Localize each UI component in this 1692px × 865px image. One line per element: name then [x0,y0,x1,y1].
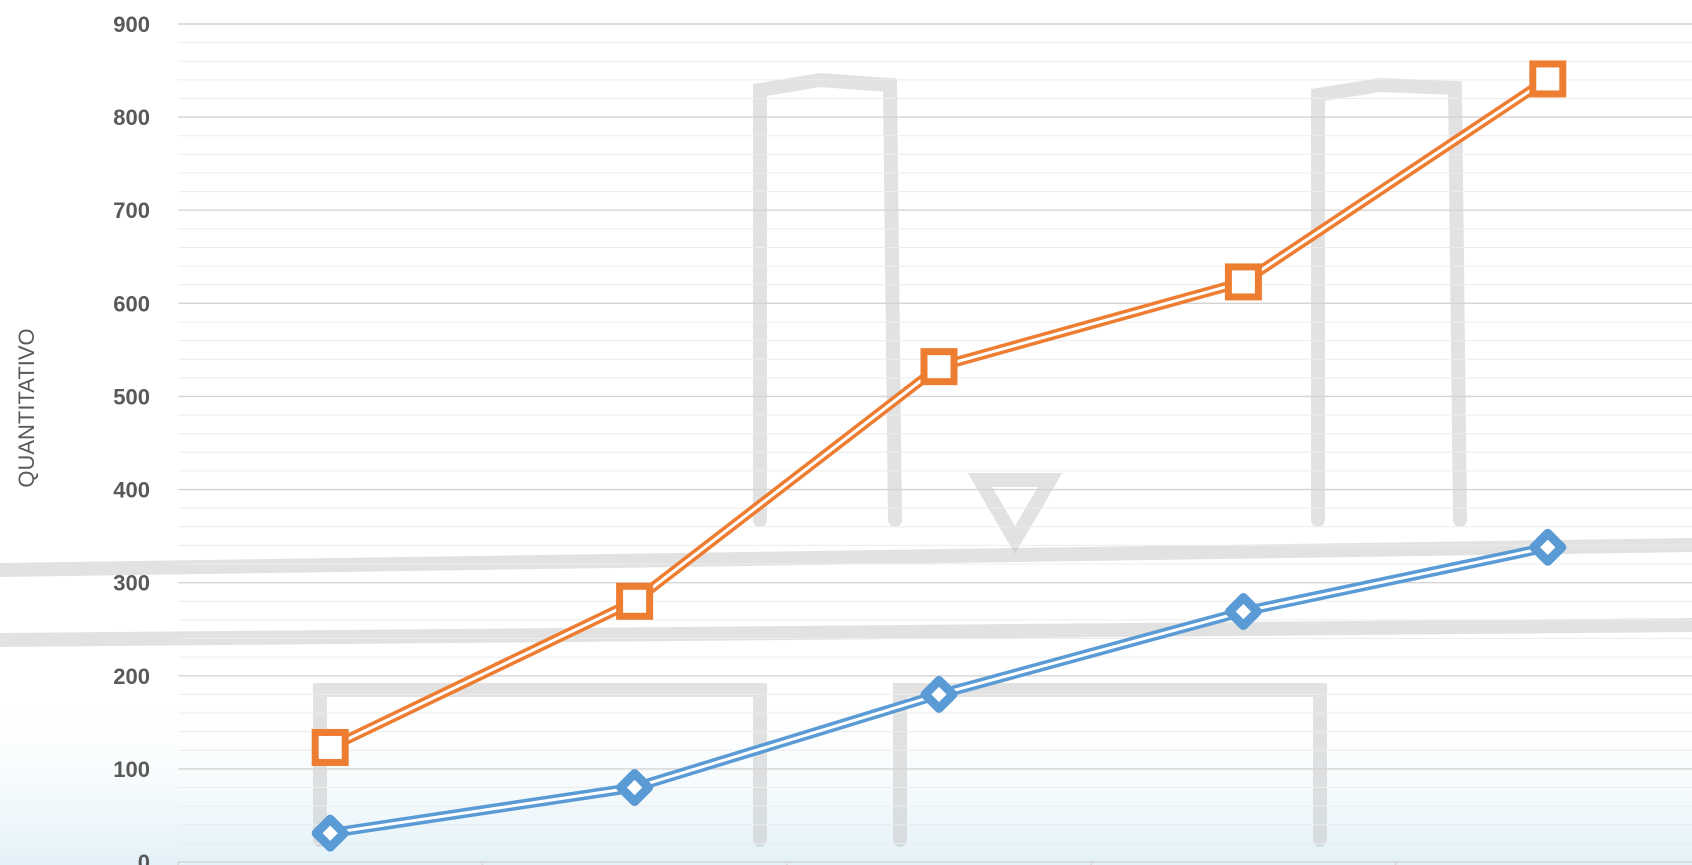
series-layer [311,60,1567,852]
y-tick-label: 500 [113,384,150,409]
series-line-inner [328,77,1550,749]
y-tick-label: 700 [113,198,150,223]
data-point-marker [311,814,349,852]
series-1 [311,60,1567,766]
y-tick-label: 0 [138,850,150,865]
data-point-marker [920,675,958,713]
y-tick-label: 800 [113,105,150,130]
y-tick-label: 300 [113,571,150,596]
data-point-marker [1529,60,1567,98]
series-line [325,73,1553,753]
data-point-marker [920,348,958,386]
y-tick-label: 100 [113,757,150,782]
data-point-marker [1224,263,1262,301]
y-tick-label: 400 [113,478,150,503]
y-axis-title: QUANTITATIVO [14,328,39,487]
series-2 [311,528,1567,852]
data-point-marker [616,769,654,807]
y-tick-label: 900 [113,12,150,37]
background-watermark [0,72,1692,865]
y-axis-ticks: 0 100 200 300 400 500 600 700 800 900 [113,12,150,865]
data-point-marker [1224,593,1262,631]
y-tick-label: 600 [113,291,150,316]
data-point-marker [1529,528,1567,566]
data-point-marker [311,728,349,766]
data-point-marker [616,582,654,620]
y-tick-label: 200 [113,664,150,689]
